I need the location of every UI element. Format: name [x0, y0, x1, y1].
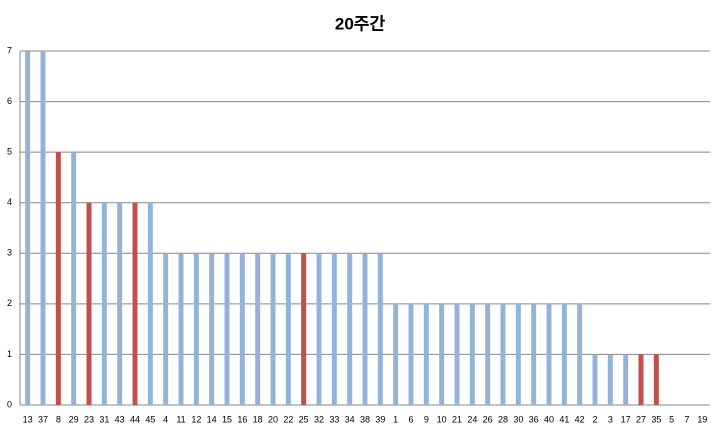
- x-tick-label: 37: [38, 414, 48, 424]
- x-tick-label: 4: [163, 414, 168, 424]
- x-tick-label: 36: [529, 414, 539, 424]
- bar: [469, 303, 475, 405]
- y-tick-label: 6: [7, 96, 12, 106]
- bar: [439, 303, 445, 405]
- bar: [86, 202, 92, 405]
- bar: [316, 253, 322, 405]
- y-tick-label: 2: [7, 298, 12, 308]
- bar: [546, 303, 552, 405]
- x-tick-label: 16: [237, 414, 247, 424]
- bar: [55, 152, 61, 405]
- bar: [193, 253, 199, 405]
- x-tick-label: 2: [592, 414, 597, 424]
- x-tick-label: 42: [575, 414, 585, 424]
- bar: [178, 253, 184, 405]
- x-tick-label: 24: [467, 414, 477, 424]
- bar: [255, 253, 261, 405]
- bar: [40, 51, 46, 405]
- bar: [623, 354, 629, 405]
- x-tick-label: 19: [697, 414, 707, 424]
- y-tick-label: 5: [7, 147, 12, 157]
- bar: [408, 303, 414, 405]
- x-tick-label: 30: [513, 414, 523, 424]
- bar: [531, 303, 537, 405]
- x-tick-label: 6: [408, 414, 413, 424]
- chart-title: 20주간: [335, 14, 386, 33]
- x-tick-label: 34: [345, 414, 355, 424]
- x-tick-label: 23: [84, 414, 94, 424]
- bar: [147, 202, 153, 405]
- x-tick-label: 13: [23, 414, 33, 424]
- x-tick-label: 41: [559, 414, 569, 424]
- bar: [485, 303, 491, 405]
- bar: [163, 253, 169, 405]
- bar: [607, 354, 613, 405]
- y-tick-label: 4: [7, 197, 12, 207]
- x-tick-label: 21: [452, 414, 462, 424]
- y-tick-label: 3: [7, 248, 12, 258]
- x-tick-label: 40: [544, 414, 554, 424]
- bar: [117, 202, 123, 405]
- x-tick-label: 3: [608, 414, 613, 424]
- x-tick-label: 15: [222, 414, 232, 424]
- x-tick-label: 18: [253, 414, 263, 424]
- bar: [331, 253, 337, 405]
- x-tick-label: 38: [360, 414, 370, 424]
- y-tick-label: 1: [7, 349, 12, 359]
- x-tick-label: 39: [375, 414, 385, 424]
- x-tick-label: 7: [684, 414, 689, 424]
- x-tick-label: 8: [56, 414, 61, 424]
- bar: [101, 202, 107, 405]
- x-tick-label: 25: [299, 414, 309, 424]
- x-tick-label: 5: [669, 414, 674, 424]
- bar: [500, 303, 506, 405]
- bar: [377, 253, 383, 405]
- bar: [25, 51, 31, 405]
- x-tick-label: 27: [636, 414, 646, 424]
- x-tick-label: 31: [99, 414, 109, 424]
- bar: [423, 303, 429, 405]
- bar: [209, 253, 215, 405]
- bar: [347, 253, 353, 405]
- y-tick-label: 7: [7, 45, 12, 55]
- bar: [454, 303, 460, 405]
- x-tick-label: 12: [191, 414, 201, 424]
- bar: [592, 354, 598, 405]
- bar: [653, 354, 659, 405]
- x-tick-label: 20: [268, 414, 278, 424]
- x-tick-label: 33: [329, 414, 339, 424]
- x-tick-label: 22: [283, 414, 293, 424]
- y-tick-label: 0: [7, 399, 12, 409]
- bar: [301, 253, 307, 405]
- bar: [132, 202, 138, 405]
- x-tick-label: 1: [393, 414, 398, 424]
- bar: [285, 253, 291, 405]
- bar: [638, 354, 644, 405]
- x-tick-label: 14: [207, 414, 217, 424]
- bar: [362, 253, 368, 405]
- bar: [239, 253, 245, 405]
- bar: [393, 303, 399, 405]
- x-tick-label: 26: [483, 414, 493, 424]
- x-tick-label: 17: [621, 414, 631, 424]
- x-tick-label: 43: [115, 414, 125, 424]
- bar: [71, 152, 77, 405]
- x-tick-label: 11: [176, 414, 185, 424]
- bar: [224, 253, 230, 405]
- bar: [270, 253, 276, 405]
- bar: [577, 303, 583, 405]
- x-tick-label: 28: [498, 414, 508, 424]
- x-tick-label: 32: [314, 414, 324, 424]
- x-tick-label: 45: [145, 414, 155, 424]
- x-tick-label: 35: [651, 414, 661, 424]
- x-tick-label: 10: [437, 414, 447, 424]
- bar: [515, 303, 521, 405]
- x-tick-label: 44: [130, 414, 140, 424]
- x-tick-label: 9: [424, 414, 429, 424]
- bar: [561, 303, 567, 405]
- x-tick-label: 29: [69, 414, 79, 424]
